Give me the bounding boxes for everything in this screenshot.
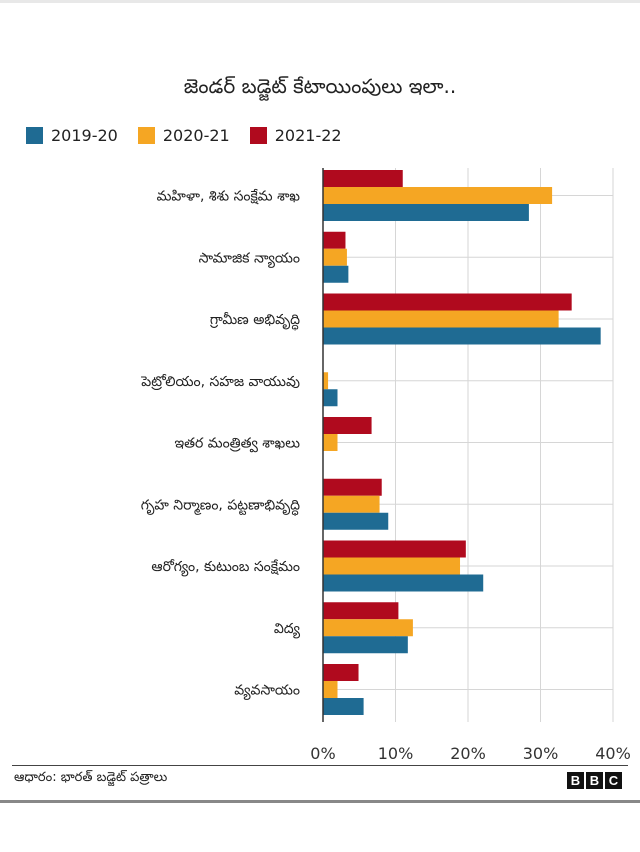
bar-2020-21 xyxy=(323,557,461,575)
category-label: మహిళా, శిశు సంక్షేమ శాఖ xyxy=(157,189,301,205)
legend-item-2021-22: 2021-22 xyxy=(249,125,342,145)
legend-swatch-2021-22 xyxy=(249,126,267,144)
bar-2020-21 xyxy=(323,248,347,266)
category-label: విద్య xyxy=(274,621,301,639)
bar-2019-20 xyxy=(323,389,338,407)
x-tick-label: 10% xyxy=(378,744,414,763)
bar-2020-21 xyxy=(323,372,329,390)
bar-2019-20 xyxy=(323,327,601,345)
bar-2021-22 xyxy=(323,478,382,496)
bbc-logo: B B C xyxy=(565,772,622,789)
bar-2019-20 xyxy=(323,204,529,221)
bar-2021-22 xyxy=(323,231,346,249)
x-tick-label: 40% xyxy=(595,744,631,763)
bar-2019-20 xyxy=(323,698,364,715)
bar-2019-20 xyxy=(323,512,389,530)
legend-label-2020-21: 2020-21 xyxy=(162,125,230,145)
chart-title: జెండర్ బడ్జెట్ కేటాయింపులు ఇలా.. xyxy=(183,74,457,98)
bar-2020-21 xyxy=(323,681,338,698)
x-tick-label: 0% xyxy=(310,744,335,763)
bar-2021-22 xyxy=(323,417,372,434)
legend-label-2021-22: 2021-22 xyxy=(274,125,342,145)
bbc-logo-letter: B xyxy=(567,772,584,789)
legend-item-2019-20: 2019-20 xyxy=(26,126,118,145)
category-label: ఇతర మంత్రిత్వ శాఖలు xyxy=(174,436,300,453)
bar-2019-20 xyxy=(323,636,408,654)
top-divider xyxy=(0,0,640,3)
bar-2021-22 xyxy=(323,602,399,620)
x-tick-label: 30% xyxy=(523,744,559,763)
bar-2021-22 xyxy=(323,664,359,681)
bar-2020-21 xyxy=(323,619,413,637)
bbc-logo-letter: C xyxy=(605,772,622,789)
bar-2020-21 xyxy=(323,187,553,204)
source-divider xyxy=(12,765,628,766)
bbc-logo-letter: B xyxy=(586,772,603,789)
category-label: పెట్రోలియం, సహజ వాయువు xyxy=(140,374,300,391)
source-note: ఆధారం: భారత్ బడ్జెట్ పత్రాలు xyxy=(14,770,168,785)
legend-swatch-2020-21 xyxy=(137,126,155,144)
bar-2019-20 xyxy=(323,265,349,283)
bar-2021-22 xyxy=(323,293,572,311)
bar-2019-20 xyxy=(323,574,484,592)
category-label: సామాజిక న్యాయం xyxy=(199,250,300,268)
bar-2021-22 xyxy=(323,170,403,187)
category-label: వ్యవసాయం xyxy=(234,683,300,701)
x-tick-label: 20% xyxy=(450,744,486,763)
category-label: ఆరోగ్యం, కుటుంబ సంక్షేమం xyxy=(151,559,300,577)
bar-2021-22 xyxy=(323,540,466,558)
chart-legend: 2019-20 2020-21 2021-22 xyxy=(26,124,362,146)
category-label: గ్రామీణ అభివృద్ధి xyxy=(209,312,300,331)
bar-chart: 0% 10% 20% 30% 40% మహిళా, శిశు సంక్షేమ శాఖ సామ… xyxy=(140,168,631,763)
bar-2020-21 xyxy=(323,434,338,451)
footer-divider xyxy=(0,800,640,803)
legend-label-2019-20: 2019-20 xyxy=(51,125,118,145)
legend-swatch-2019-20 xyxy=(26,126,43,144)
category-label: గృహ నిర్మాణం, పట్టణాభివృద్ధి xyxy=(141,497,300,516)
bar-2020-21 xyxy=(323,310,559,328)
legend-item-2020-21: 2020-21 xyxy=(137,125,230,145)
bar-2020-21 xyxy=(323,495,380,513)
